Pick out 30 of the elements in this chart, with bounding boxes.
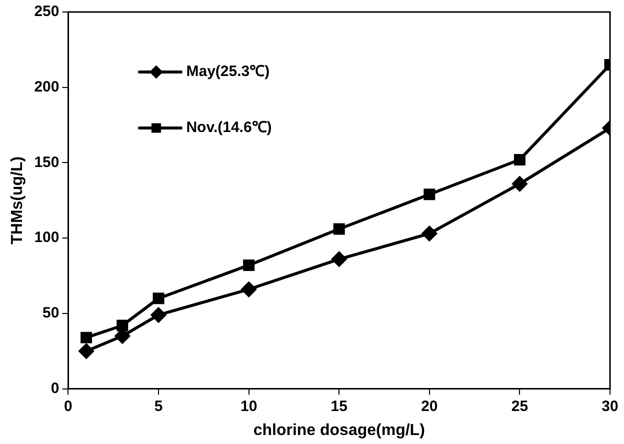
point xyxy=(243,259,255,271)
legend-label: Nov.(14.6℃) xyxy=(186,119,272,136)
x-tick-label: 20 xyxy=(421,398,438,415)
point xyxy=(241,282,256,297)
y-tick-label: 50 xyxy=(42,304,60,322)
y-tick-label: 150 xyxy=(34,154,60,171)
x-tick-label: 10 xyxy=(240,398,258,415)
point xyxy=(332,252,347,267)
point xyxy=(78,344,94,359)
x-tick-label: 0 xyxy=(64,398,72,415)
point xyxy=(333,223,345,235)
point xyxy=(424,188,436,200)
y-tick-label: 0 xyxy=(50,380,60,397)
x-axis-title: chlorine dosage(mg/L) xyxy=(253,422,425,439)
x-tick-label: 5 xyxy=(154,398,163,415)
point xyxy=(116,320,128,332)
legend-label: May(25.3℃) xyxy=(186,63,270,80)
point xyxy=(422,226,437,242)
point xyxy=(514,154,526,166)
y-axis-title: THMs(ug/L) xyxy=(9,156,26,244)
x-tick-label: 15 xyxy=(330,398,348,415)
y-tick-label: 250 xyxy=(34,3,60,20)
y-tick-label: 100 xyxy=(34,229,60,246)
y-tick-label: 200 xyxy=(34,78,60,96)
point xyxy=(512,176,528,192)
x-tick-label: 25 xyxy=(511,398,528,415)
point xyxy=(152,292,164,304)
point xyxy=(151,307,166,322)
x-tick-label: 30 xyxy=(602,398,618,415)
point xyxy=(80,332,92,344)
